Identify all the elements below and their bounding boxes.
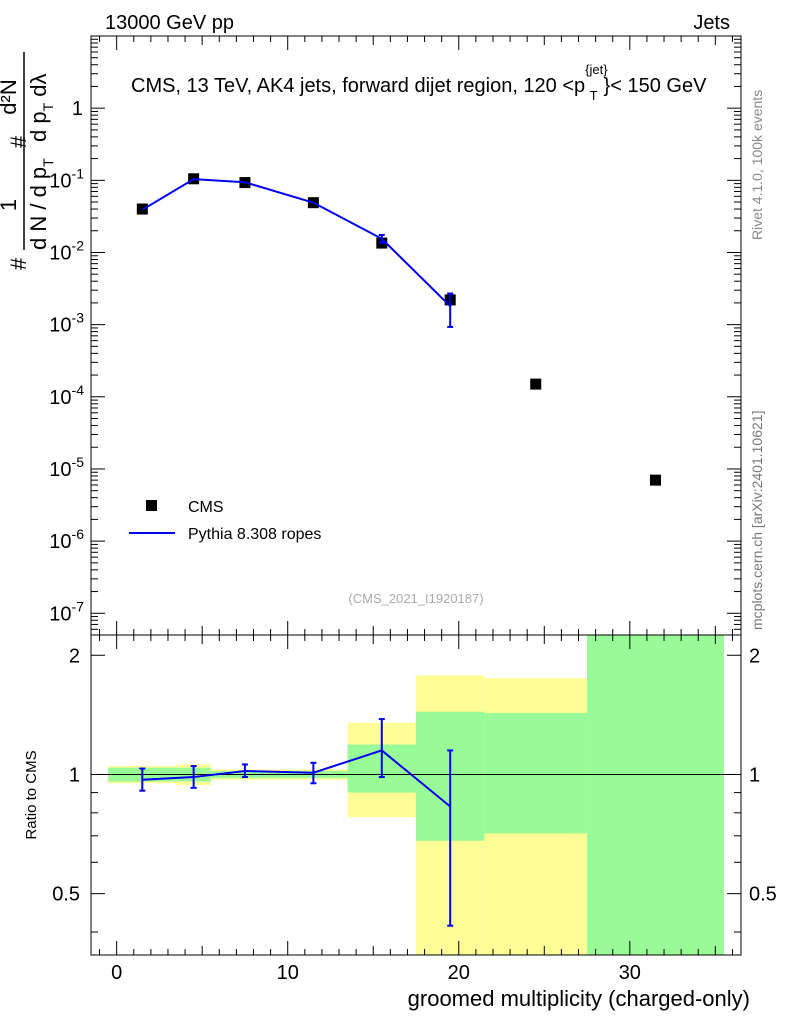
legend-pythia-label: Pythia 8.308 ropes <box>188 526 321 543</box>
analysis-watermark: (CMS_2021_I1920187) <box>348 591 483 606</box>
ratio-ytick-label-left: 0.5 <box>52 884 80 906</box>
title-main: CMS, 13 TeV, AK4 jets, forward dijet reg… <box>131 75 585 97</box>
pythia-line <box>141 178 451 307</box>
ratio-ytick-label-right: 1 <box>749 764 760 786</box>
ratio-pythia-line <box>142 749 451 808</box>
main-frame <box>90 35 742 636</box>
ratio-ytick-label-right: 2 <box>749 645 760 667</box>
ratio-ytick-label-right: 0.5 <box>749 884 777 906</box>
header-right: Jets <box>693 12 730 34</box>
ratio-ytick-label-left: 1 <box>69 764 80 786</box>
ylabel-den: d N / d pT <box>26 158 56 250</box>
rivet-label: Rivet 4.1.0, 100k events <box>749 90 765 240</box>
title-sub: T <box>590 88 598 103</box>
ratio-frame <box>90 634 742 956</box>
main-ytick-label: 10-4 <box>49 382 84 409</box>
ratio-ytick-label-left: 2 <box>69 645 80 667</box>
cms-point <box>530 378 542 390</box>
main-ytick-label: 1 <box>72 98 83 120</box>
header-left: 13000 GeV pp <box>105 12 234 34</box>
ratio-xtick-label: 20 <box>448 962 470 984</box>
main-plot: 10-7 10-6 10-5 10-4 10-3 10-2 10-1 1 <box>49 35 742 636</box>
title-end: }< 150 GeV <box>604 75 708 97</box>
ylabel-num: 1 <box>0 199 21 211</box>
ratio-plot: 0 10 20 30 0.5 0.5 1 1 2 2 <box>52 634 777 984</box>
main-ytick-label: 10-5 <box>49 454 84 481</box>
ratio-ylabel: Ratio to CMS <box>23 750 40 839</box>
ylabel-num2: d²N <box>0 79 21 114</box>
band-green-5 <box>484 712 588 834</box>
plot-title: CMS, 13 TeV, AK4 jets, forward dijet reg… <box>131 62 707 103</box>
ratio-xtick-label: 10 <box>277 962 299 984</box>
band-green-6 <box>587 635 724 955</box>
ratio-xtick-label: 30 <box>619 962 641 984</box>
main-ytick-label: 10-7 <box>49 598 84 625</box>
ylabel-lead: # <box>6 257 31 270</box>
ratio-xtick-label: 0 <box>111 962 122 984</box>
legend-cms-marker <box>146 500 157 511</box>
ylabel-den2: d pT dλ <box>26 73 56 142</box>
mcplots-label: mcplots.cern.ch [arXiv:2401.10621] <box>749 411 765 630</box>
main-ytick-label: 10-6 <box>49 526 84 553</box>
main-ytick-label: 10-3 <box>49 310 84 337</box>
main-ylabel: # 1 d N / d pT # d²N d pT dλ <box>0 52 56 270</box>
legend: CMS Pythia 8.308 ropes <box>129 499 321 543</box>
cms-point <box>649 474 661 486</box>
main-ytick-label: 10-1 <box>49 165 84 192</box>
title-sup: {jet} <box>585 62 608 77</box>
main-ytick-label: 10-2 <box>49 237 84 264</box>
legend-cms-label: CMS <box>188 499 224 516</box>
xlabel: groomed multiplicity (charged-only) <box>408 986 750 1011</box>
